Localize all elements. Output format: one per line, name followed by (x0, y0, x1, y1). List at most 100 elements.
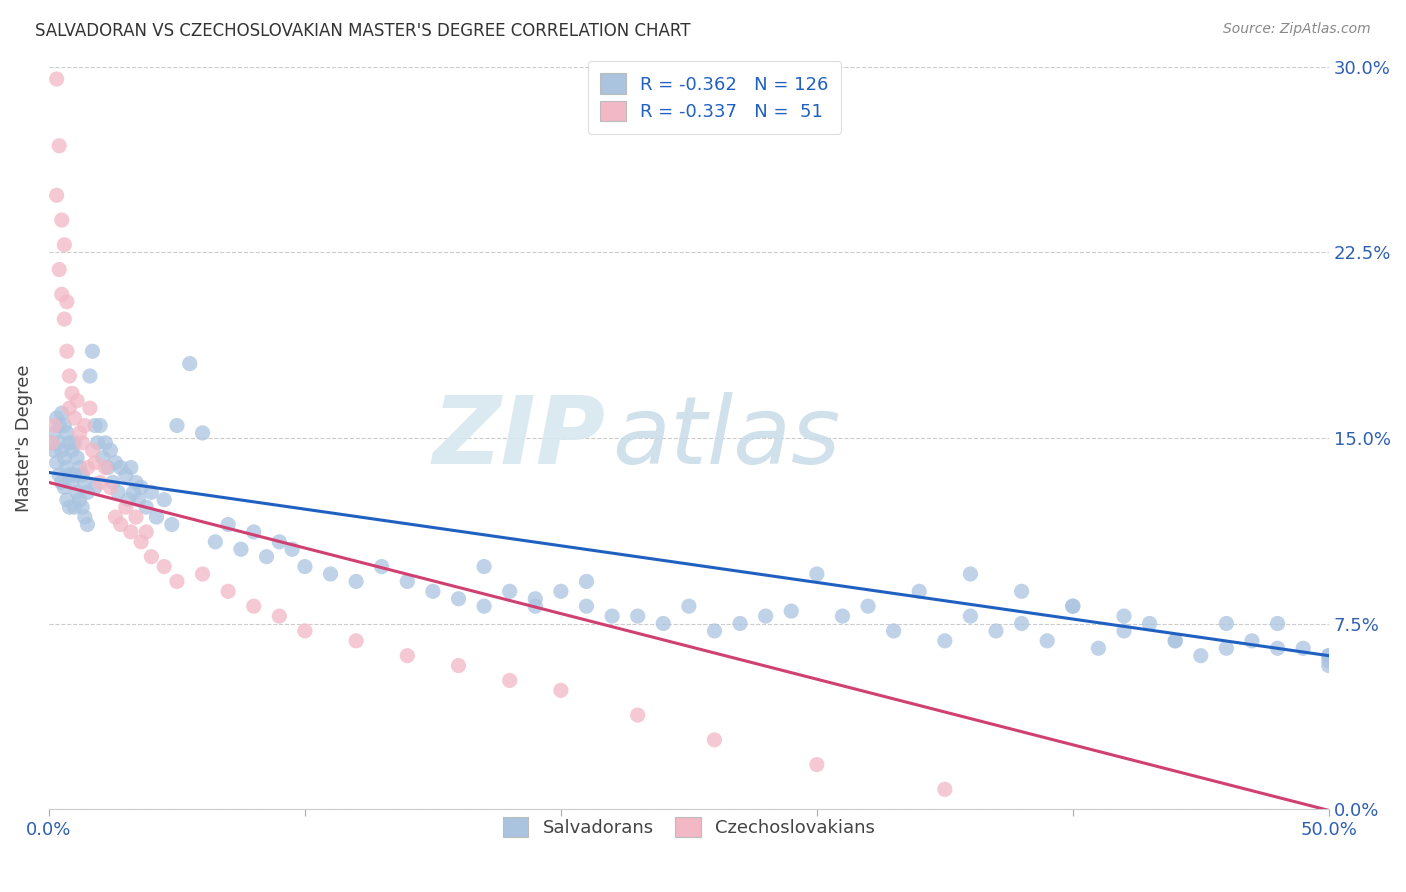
Point (66, 485, 89, 500)
Point (600, 609, 623, 624)
Point (908, 584, 931, 599)
Point (153, 492, 176, 507)
Point (45, 456, 67, 470)
Point (51, 406, 73, 420)
Point (41, 435, 63, 450)
Point (53, 480, 76, 494)
Point (217, 584, 239, 599)
Point (934, 633, 956, 648)
Point (166, 574, 188, 589)
Point (51, 287, 73, 301)
Point (60, 475, 83, 490)
Point (70, 500, 93, 515)
Point (191, 425, 214, 440)
Point (145, 510, 167, 524)
Point (79, 401, 101, 416)
Point (76, 460, 98, 475)
Point (204, 534, 226, 549)
Point (110, 517, 132, 532)
Point (56, 294, 79, 309)
Point (1215, 641, 1237, 656)
Point (125, 475, 148, 490)
Point (60, 386, 83, 401)
Point (82, 344, 104, 359)
Point (69, 492, 91, 507)
Point (45, 188, 67, 202)
Point (269, 534, 291, 549)
Point (755, 609, 778, 624)
Point (524, 591, 547, 606)
Point (1087, 641, 1109, 656)
Point (160, 517, 183, 532)
Point (1267, 641, 1289, 656)
Point (48, 435, 70, 450)
Point (58, 369, 80, 384)
Point (73, 418, 96, 433)
Point (153, 559, 176, 574)
Point (217, 517, 239, 532)
Point (63, 411, 86, 425)
Point (70, 435, 93, 450)
Point (73, 475, 96, 490)
Point (1317, 658, 1340, 673)
Point (1164, 633, 1187, 648)
Point (48, 262, 70, 277)
Point (117, 492, 139, 507)
Point (128, 492, 150, 507)
Point (294, 559, 316, 574)
Point (76, 517, 98, 532)
Point (1317, 654, 1340, 668)
Point (256, 549, 278, 564)
Point (70, 468, 93, 483)
Point (141, 549, 163, 564)
Point (422, 584, 444, 599)
Point (550, 683, 572, 698)
Point (524, 599, 547, 614)
Point (114, 468, 136, 483)
Point (56, 344, 79, 359)
Point (60, 443, 83, 458)
Point (281, 542, 304, 557)
Point (51, 213, 73, 227)
Point (370, 559, 392, 574)
Point (56, 460, 79, 475)
Point (1062, 599, 1084, 614)
Point (447, 591, 470, 606)
Point (652, 616, 675, 631)
Point (63, 500, 86, 515)
Point (129, 534, 152, 549)
Point (101, 475, 124, 490)
Point (56, 425, 79, 440)
Point (100, 443, 122, 458)
Point (344, 633, 367, 648)
Point (703, 624, 725, 638)
Point (883, 624, 905, 638)
Point (396, 574, 419, 589)
Point (114, 500, 136, 515)
Point (1267, 616, 1289, 631)
Point (122, 485, 145, 500)
Point (831, 609, 853, 624)
Point (166, 418, 188, 433)
Point (396, 648, 419, 663)
Point (97, 460, 120, 475)
Point (89, 475, 111, 490)
Point (104, 510, 127, 524)
Point (229, 542, 252, 557)
Text: Source: ZipAtlas.com: Source: ZipAtlas.com (1223, 22, 1371, 37)
Point (58, 435, 80, 450)
Point (42, 425, 65, 440)
Point (294, 624, 316, 638)
Point (76, 485, 98, 500)
Point (53, 418, 76, 433)
Text: ZIP: ZIP (433, 392, 606, 483)
Point (58, 401, 80, 416)
Point (48, 138, 70, 153)
Point (56, 492, 79, 507)
Point (45, 411, 67, 425)
Point (107, 485, 129, 500)
Point (84, 480, 107, 494)
Text: atlas: atlas (612, 392, 841, 483)
Point (135, 500, 157, 515)
Point (84, 456, 107, 470)
